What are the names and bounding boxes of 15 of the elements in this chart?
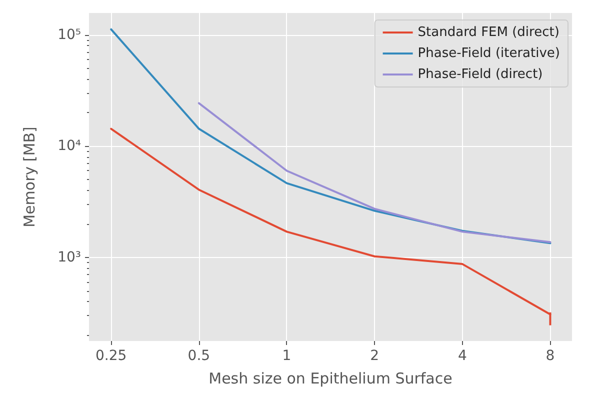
y-tick-label: 10⁴ xyxy=(58,138,82,154)
legend-label: Phase-Field (direct) xyxy=(418,67,543,82)
legend-label: Standard FEM (direct) xyxy=(418,25,560,40)
x-tick-label: 1 xyxy=(282,348,292,364)
x-tick-label: 0.25 xyxy=(96,348,127,364)
y-tick-label: 10⁵ xyxy=(58,26,81,43)
x-tick-label: 4 xyxy=(458,348,467,364)
line-series xyxy=(198,102,552,244)
x-axis-title: Mesh size on Epithelium Surface xyxy=(208,370,452,388)
y-axis-title: Memory [MB] xyxy=(20,126,38,228)
y-tick-label: 10³ xyxy=(58,249,81,266)
x-tick-label: 8 xyxy=(546,348,555,364)
x-tick-label: 0.5 xyxy=(188,348,210,364)
legend-label: Phase-Field (iterative) xyxy=(418,46,560,61)
x-tick-label: 2 xyxy=(370,348,380,364)
